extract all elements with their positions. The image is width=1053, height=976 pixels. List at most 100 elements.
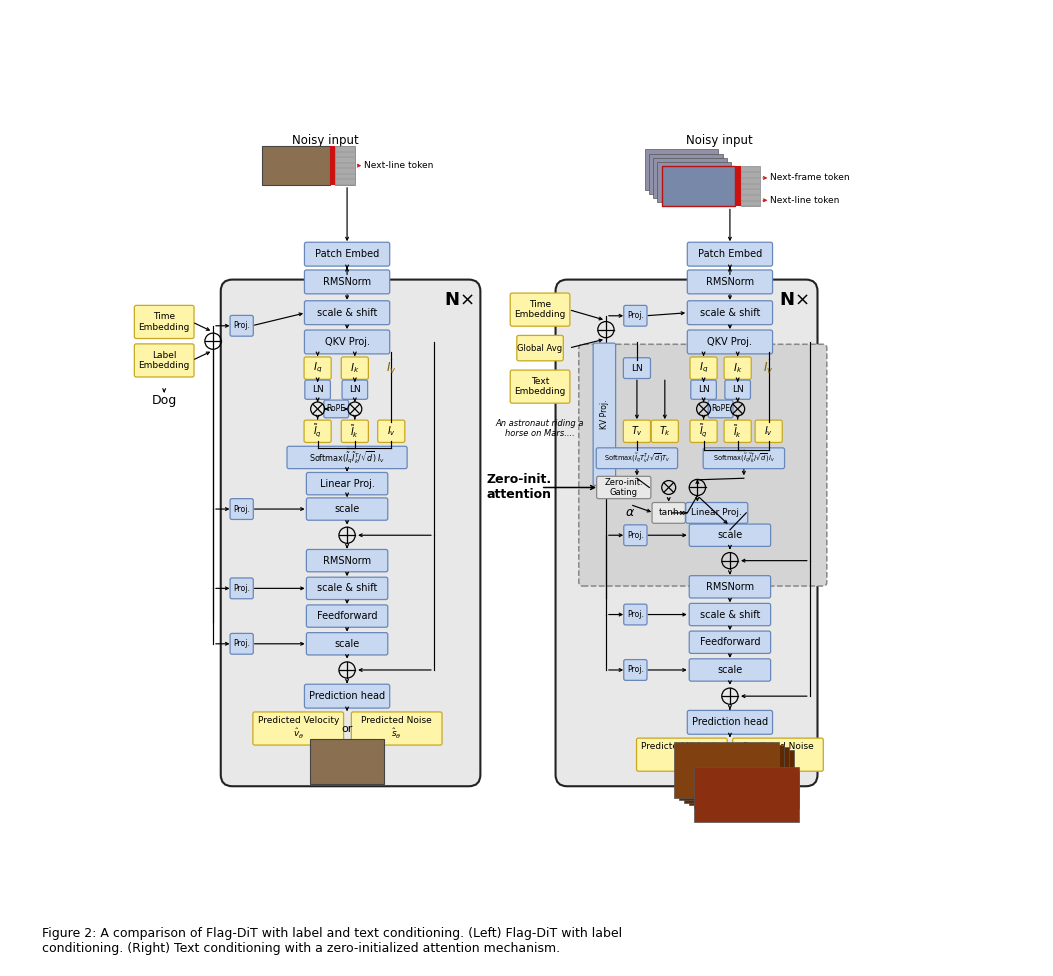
FancyBboxPatch shape <box>690 603 771 626</box>
Text: scale: scale <box>335 639 360 649</box>
FancyBboxPatch shape <box>688 242 773 266</box>
Text: Noisy input: Noisy input <box>686 135 753 147</box>
FancyBboxPatch shape <box>690 357 717 380</box>
Text: $I_v$: $I_v$ <box>386 360 397 376</box>
Bar <box>690 750 794 805</box>
FancyBboxPatch shape <box>306 549 388 572</box>
FancyBboxPatch shape <box>623 660 647 680</box>
FancyBboxPatch shape <box>306 632 388 655</box>
Bar <box>684 748 789 803</box>
Text: $I_q$: $I_q$ <box>313 361 322 376</box>
Bar <box>644 149 718 189</box>
FancyBboxPatch shape <box>230 578 254 598</box>
FancyBboxPatch shape <box>306 577 388 599</box>
Text: Predicted Velocity
$\hat{v}_\theta$: Predicted Velocity $\hat{v}_\theta$ <box>258 715 339 741</box>
Text: LN: LN <box>312 386 323 394</box>
Text: Softmax$(\tilde{I}_q\tilde{I}_k^T/\sqrt{d})I_v$: Softmax$(\tilde{I}_q\tilde{I}_k^T/\sqrt{… <box>713 451 775 466</box>
Text: Proj.: Proj. <box>233 505 251 513</box>
Text: $T_k$: $T_k$ <box>659 425 671 438</box>
Bar <box>735 166 740 207</box>
FancyBboxPatch shape <box>230 315 254 336</box>
FancyBboxPatch shape <box>304 420 332 442</box>
Text: RMSNorm: RMSNorm <box>706 277 754 287</box>
Bar <box>694 767 799 823</box>
Text: Patch Embed: Patch Embed <box>698 249 762 260</box>
Text: Linear Proj.: Linear Proj. <box>320 478 375 489</box>
Bar <box>661 166 735 207</box>
Bar <box>694 752 799 808</box>
Text: N$\times$: N$\times$ <box>778 292 809 309</box>
FancyBboxPatch shape <box>135 344 194 377</box>
FancyBboxPatch shape <box>221 279 480 787</box>
Text: Feedforward: Feedforward <box>699 637 760 647</box>
Text: RoPE: RoPE <box>711 404 730 414</box>
FancyBboxPatch shape <box>135 305 194 339</box>
Text: An astronaut riding a
horse on Mars....: An astronaut riding a horse on Mars.... <box>496 419 584 438</box>
FancyBboxPatch shape <box>342 380 367 399</box>
FancyBboxPatch shape <box>755 420 782 442</box>
FancyBboxPatch shape <box>623 305 647 326</box>
Bar <box>661 166 735 207</box>
Text: or: or <box>724 750 736 759</box>
FancyBboxPatch shape <box>304 357 332 380</box>
FancyBboxPatch shape <box>511 370 570 403</box>
Text: QKV Proj.: QKV Proj. <box>324 337 370 346</box>
Text: scale: scale <box>335 504 360 514</box>
Bar <box>657 162 731 202</box>
Text: Proj.: Proj. <box>627 610 643 619</box>
Text: Dog: Dog <box>152 394 177 407</box>
Text: Patch Embed: Patch Embed <box>315 249 379 260</box>
Text: LN: LN <box>698 386 710 394</box>
FancyBboxPatch shape <box>593 344 616 486</box>
Text: scale & shift: scale & shift <box>317 584 377 593</box>
Text: Proj.: Proj. <box>627 311 643 320</box>
Text: or: or <box>341 723 353 734</box>
FancyBboxPatch shape <box>352 712 442 745</box>
Text: $I_v$: $I_v$ <box>763 360 774 376</box>
FancyBboxPatch shape <box>703 448 784 468</box>
Text: LN: LN <box>732 386 743 394</box>
Text: Next-line token: Next-line token <box>770 196 839 205</box>
Text: scale: scale <box>717 665 742 675</box>
FancyBboxPatch shape <box>304 242 390 266</box>
FancyBboxPatch shape <box>253 712 343 745</box>
Text: Proj.: Proj. <box>627 531 643 540</box>
Text: $I_v$: $I_v$ <box>386 425 396 438</box>
Text: Next-line token: Next-line token <box>364 161 434 170</box>
Text: RoPE: RoPE <box>326 404 345 414</box>
Text: Zero-init.
attention: Zero-init. attention <box>486 473 552 502</box>
FancyBboxPatch shape <box>304 330 390 354</box>
FancyBboxPatch shape <box>623 525 647 546</box>
Text: $I_v$: $I_v$ <box>764 425 773 438</box>
FancyBboxPatch shape <box>306 605 388 628</box>
Text: scale: scale <box>717 530 742 541</box>
FancyBboxPatch shape <box>688 301 773 325</box>
FancyBboxPatch shape <box>230 633 254 654</box>
FancyBboxPatch shape <box>304 380 331 399</box>
FancyBboxPatch shape <box>690 420 717 442</box>
Text: RMSNorm: RMSNorm <box>706 582 754 591</box>
FancyBboxPatch shape <box>310 739 383 784</box>
FancyBboxPatch shape <box>304 684 390 709</box>
Text: RMSNorm: RMSNorm <box>323 555 371 566</box>
Text: $I_q$: $I_q$ <box>699 361 709 376</box>
Text: N$\times$: N$\times$ <box>443 292 474 309</box>
Text: Predicted Noise
$\hat{s}_\theta$: Predicted Noise $\hat{s}_\theta$ <box>361 715 432 741</box>
FancyBboxPatch shape <box>556 279 817 787</box>
Text: $\alpha$: $\alpha$ <box>624 507 635 519</box>
FancyBboxPatch shape <box>686 503 748 523</box>
Text: $I_k$: $I_k$ <box>350 361 359 375</box>
FancyBboxPatch shape <box>579 345 827 586</box>
Text: LN: LN <box>631 364 642 373</box>
Text: Zero-init.
Gating: Zero-init. Gating <box>604 478 643 497</box>
FancyBboxPatch shape <box>341 420 369 442</box>
Text: $\tilde{I}_q$: $\tilde{I}_q$ <box>699 423 708 440</box>
Text: LN: LN <box>349 386 361 394</box>
Text: $\tilde{I}_q$: $\tilde{I}_q$ <box>313 423 322 440</box>
Text: scale & shift: scale & shift <box>317 307 377 318</box>
FancyBboxPatch shape <box>341 357 369 380</box>
FancyBboxPatch shape <box>724 420 751 442</box>
Bar <box>330 146 336 184</box>
Text: $\tilde{I}_k$: $\tilde{I}_k$ <box>351 423 359 439</box>
FancyBboxPatch shape <box>724 380 751 399</box>
